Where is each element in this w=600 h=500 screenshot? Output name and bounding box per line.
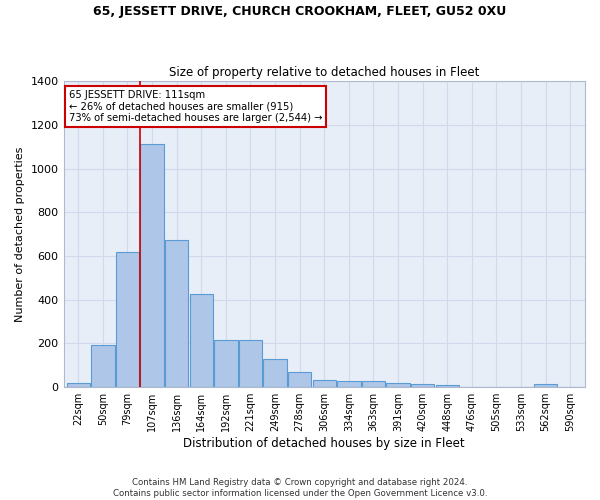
Bar xyxy=(165,240,188,387)
Bar xyxy=(239,340,262,387)
Y-axis label: Number of detached properties: Number of detached properties xyxy=(15,146,25,322)
Bar xyxy=(116,252,139,387)
Bar xyxy=(534,384,557,387)
Bar xyxy=(411,384,434,387)
Bar xyxy=(386,383,410,387)
Text: Contains HM Land Registry data © Crown copyright and database right 2024.
Contai: Contains HM Land Registry data © Crown c… xyxy=(113,478,487,498)
Bar xyxy=(288,372,311,387)
Bar xyxy=(190,294,213,387)
Bar xyxy=(91,344,115,387)
Bar xyxy=(436,385,459,387)
Bar xyxy=(263,359,287,387)
Bar xyxy=(337,380,361,387)
Bar xyxy=(362,380,385,387)
Text: 65 JESSETT DRIVE: 111sqm
← 26% of detached houses are smaller (915)
73% of semi-: 65 JESSETT DRIVE: 111sqm ← 26% of detach… xyxy=(69,90,322,124)
Title: Size of property relative to detached houses in Fleet: Size of property relative to detached ho… xyxy=(169,66,479,78)
X-axis label: Distribution of detached houses by size in Fleet: Distribution of detached houses by size … xyxy=(184,437,465,450)
Bar xyxy=(313,380,336,387)
Bar xyxy=(140,144,164,387)
Bar xyxy=(214,340,238,387)
Bar xyxy=(67,383,90,387)
Text: 65, JESSETT DRIVE, CHURCH CROOKHAM, FLEET, GU52 0XU: 65, JESSETT DRIVE, CHURCH CROOKHAM, FLEE… xyxy=(94,5,506,18)
